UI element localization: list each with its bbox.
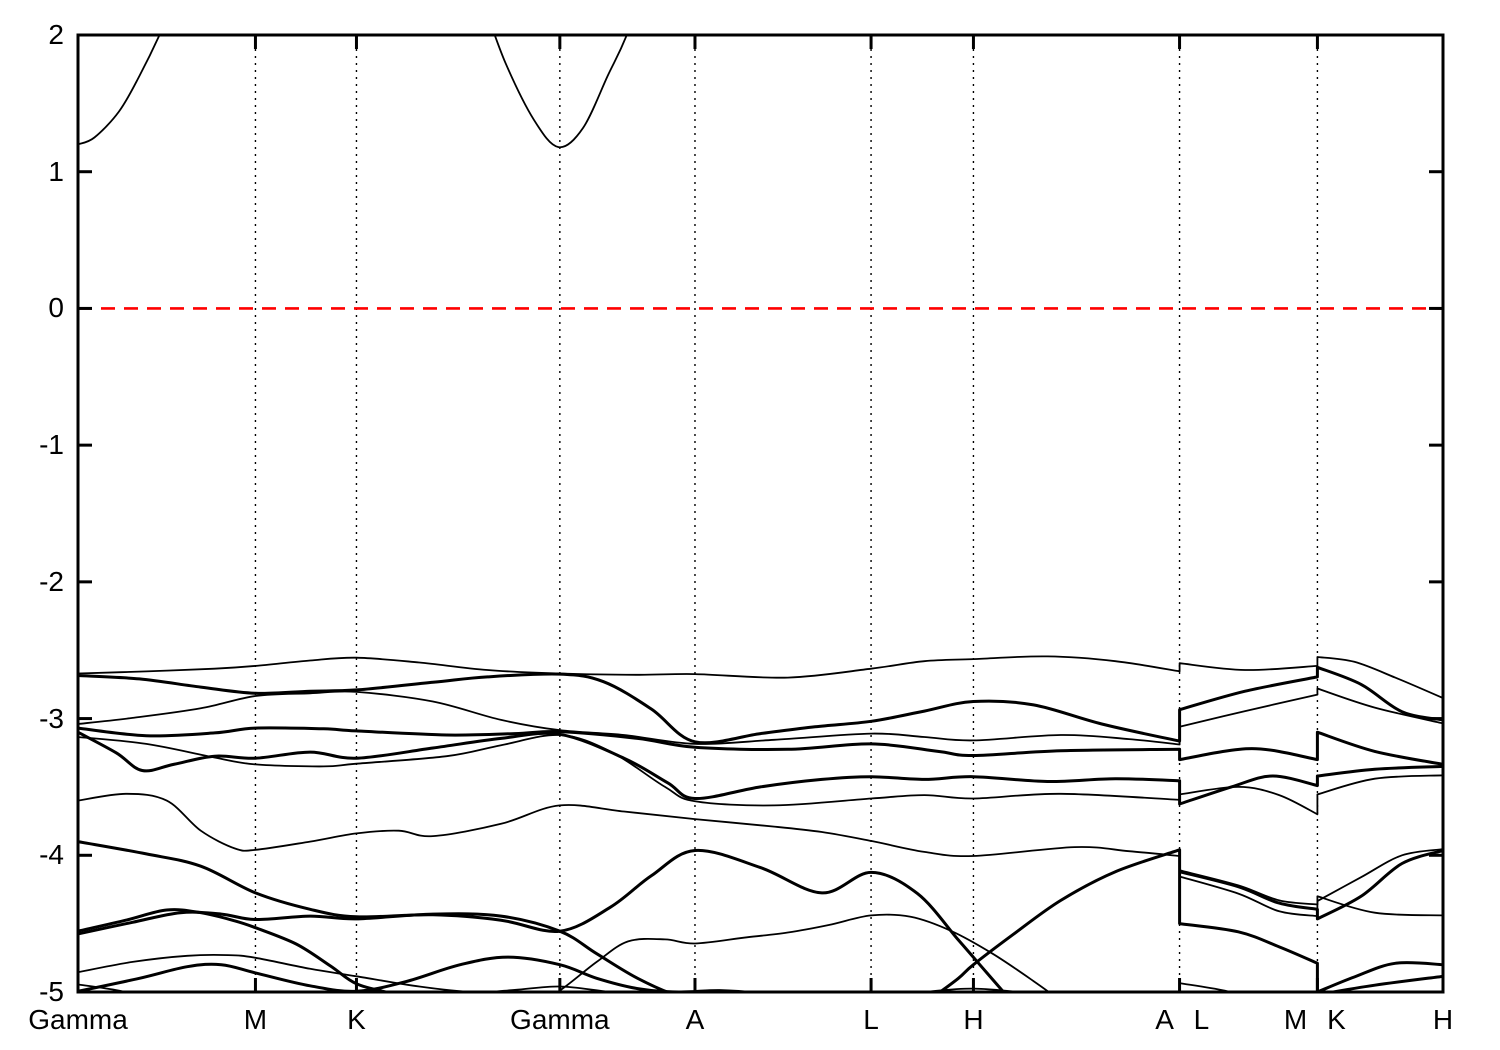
- x-tick-label: K: [1327, 1004, 1346, 1035]
- band-line: [78, 655, 1443, 699]
- band-line: [1179, 875, 1443, 917]
- band-line: [78, 953, 1188, 992]
- y-tick-label: -1: [39, 429, 64, 461]
- y-tick-label: -5: [39, 976, 64, 1007]
- band-line: [1179, 849, 1443, 921]
- band-line: [556, 913, 1051, 992]
- y-tick-label: -4: [39, 839, 64, 871]
- y-tick-label: -2: [39, 565, 64, 597]
- band-line: [1179, 982, 1235, 992]
- band-line: [78, 983, 130, 992]
- x-tick-label: K: [347, 1004, 366, 1035]
- y-tick-label: 2: [48, 19, 64, 50]
- x-tick-label: Gamma: [510, 1004, 610, 1035]
- band-line: [78, 840, 1006, 992]
- y-tick-label: 0: [48, 292, 64, 324]
- y-tick-label: 1: [48, 155, 64, 187]
- x-tick-label: L: [1193, 1004, 1210, 1035]
- band-line: [78, 908, 569, 992]
- energy-bands: [78, 35, 1443, 992]
- band-line: [937, 848, 1443, 992]
- axis-ticks: [78, 33, 1443, 994]
- x-tick-label: A: [1155, 1004, 1174, 1035]
- x-tick-label: Gamma: [28, 1004, 128, 1035]
- band-line: [78, 35, 628, 149]
- x-tick-label: H: [963, 1004, 984, 1035]
- y-tick-label: -3: [39, 702, 64, 734]
- x-tick-label: M: [1283, 1004, 1308, 1035]
- band-line: [78, 910, 672, 992]
- band-line: [78, 734, 1443, 816]
- x-tick-label: L: [863, 1004, 879, 1035]
- plot-border: [76, 33, 1445, 994]
- x-tick-label: M: [243, 1004, 268, 1035]
- band-line: [78, 665, 1443, 745]
- kpoint-gridlines: [254, 35, 1319, 992]
- x-tick-label: A: [685, 1004, 705, 1035]
- band-line: [78, 792, 1443, 906]
- band-line: [78, 730, 1443, 806]
- band-line: [78, 687, 1443, 746]
- band-line: [78, 726, 1443, 766]
- x-tick-label: H: [1432, 1004, 1454, 1035]
